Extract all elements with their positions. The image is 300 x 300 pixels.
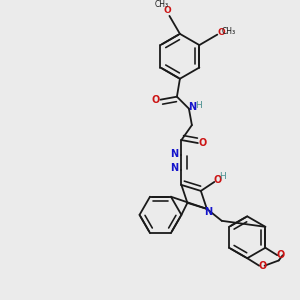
Text: N: N — [170, 164, 178, 173]
Text: CH₃: CH₃ — [155, 0, 169, 9]
Text: CH₃: CH₃ — [221, 26, 236, 35]
Text: H: H — [195, 100, 202, 109]
Text: O: O — [213, 175, 221, 184]
Text: O: O — [258, 261, 266, 271]
Text: N: N — [188, 103, 196, 112]
Text: O: O — [152, 95, 160, 105]
Text: O: O — [163, 6, 171, 15]
Text: O: O — [276, 250, 284, 260]
Text: H: H — [219, 172, 226, 182]
Text: O: O — [217, 28, 225, 37]
Text: O: O — [198, 138, 206, 148]
Text: N: N — [204, 208, 212, 218]
Text: N: N — [170, 148, 178, 158]
